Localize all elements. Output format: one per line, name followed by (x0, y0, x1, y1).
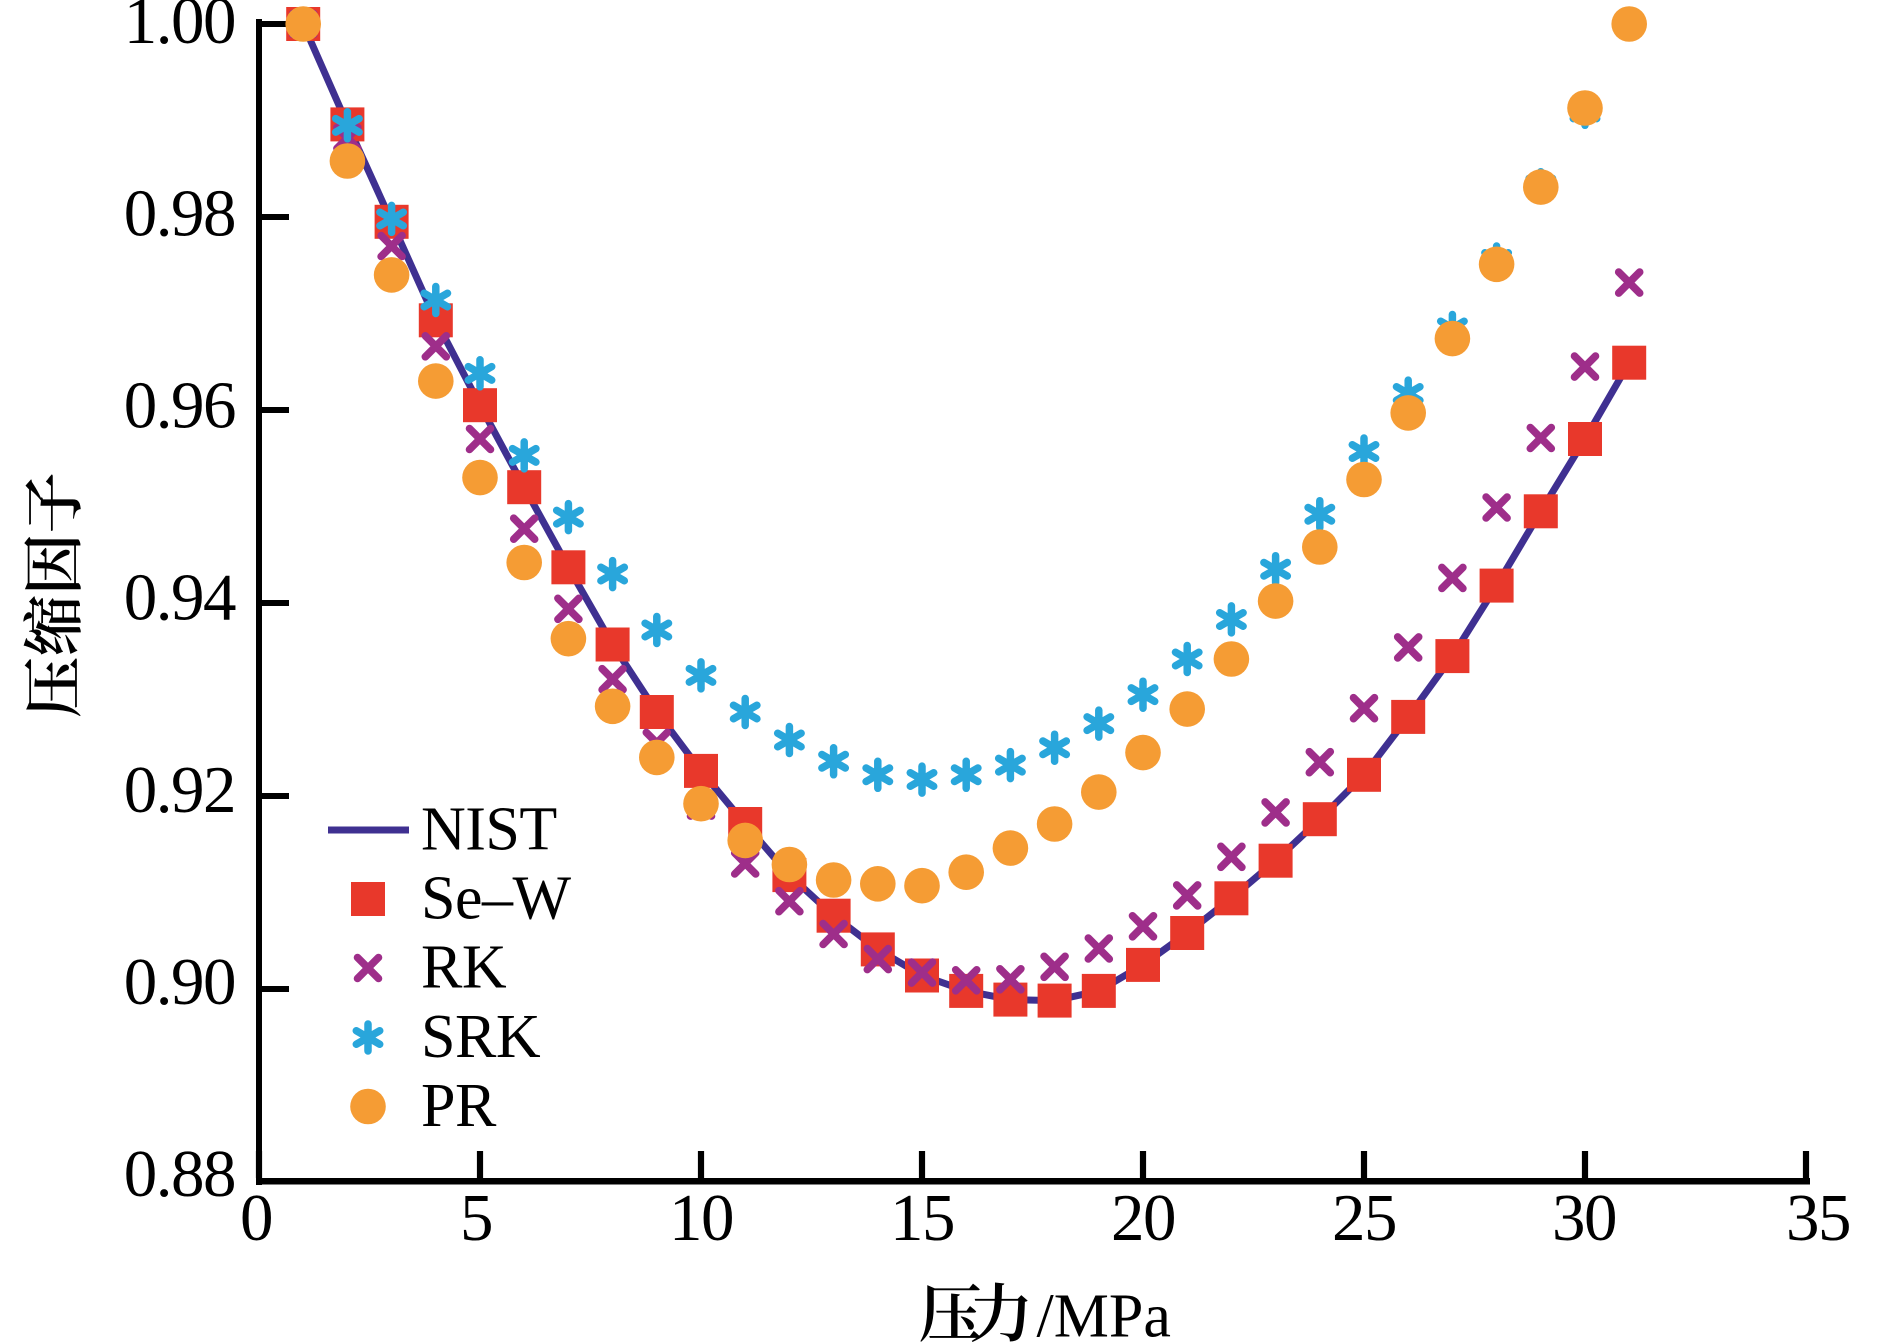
svg-text:0.98: 0.98 (124, 176, 235, 250)
svg-text:10: 10 (669, 1181, 733, 1255)
svg-text:30: 30 (1552, 1181, 1616, 1255)
svg-text:0.90: 0.90 (124, 945, 235, 1019)
svg-text:5: 5 (460, 1181, 492, 1255)
svg-text:0: 0 (240, 1181, 272, 1255)
svg-text:1.00: 1.00 (124, 0, 235, 58)
svg-text:NIST: NIST (421, 795, 557, 863)
svg-text:35: 35 (1786, 1181, 1850, 1255)
svg-text:PR: PR (421, 1072, 497, 1140)
svg-text:20: 20 (1111, 1181, 1175, 1255)
svg-text:0.88: 0.88 (124, 1137, 235, 1211)
svg-text:0.94: 0.94 (124, 561, 236, 635)
svg-text:SRK: SRK (421, 1003, 541, 1071)
svg-text:RK: RK (421, 933, 507, 1001)
svg-text:15: 15 (890, 1181, 954, 1255)
svg-text:0.96: 0.96 (124, 369, 235, 443)
svg-text:/MPa: /MPa (1037, 1283, 1171, 1342)
svg-text:Se–W: Se–W (421, 864, 572, 932)
svg-text:25: 25 (1332, 1181, 1396, 1255)
svg-text:0.92: 0.92 (124, 753, 235, 827)
